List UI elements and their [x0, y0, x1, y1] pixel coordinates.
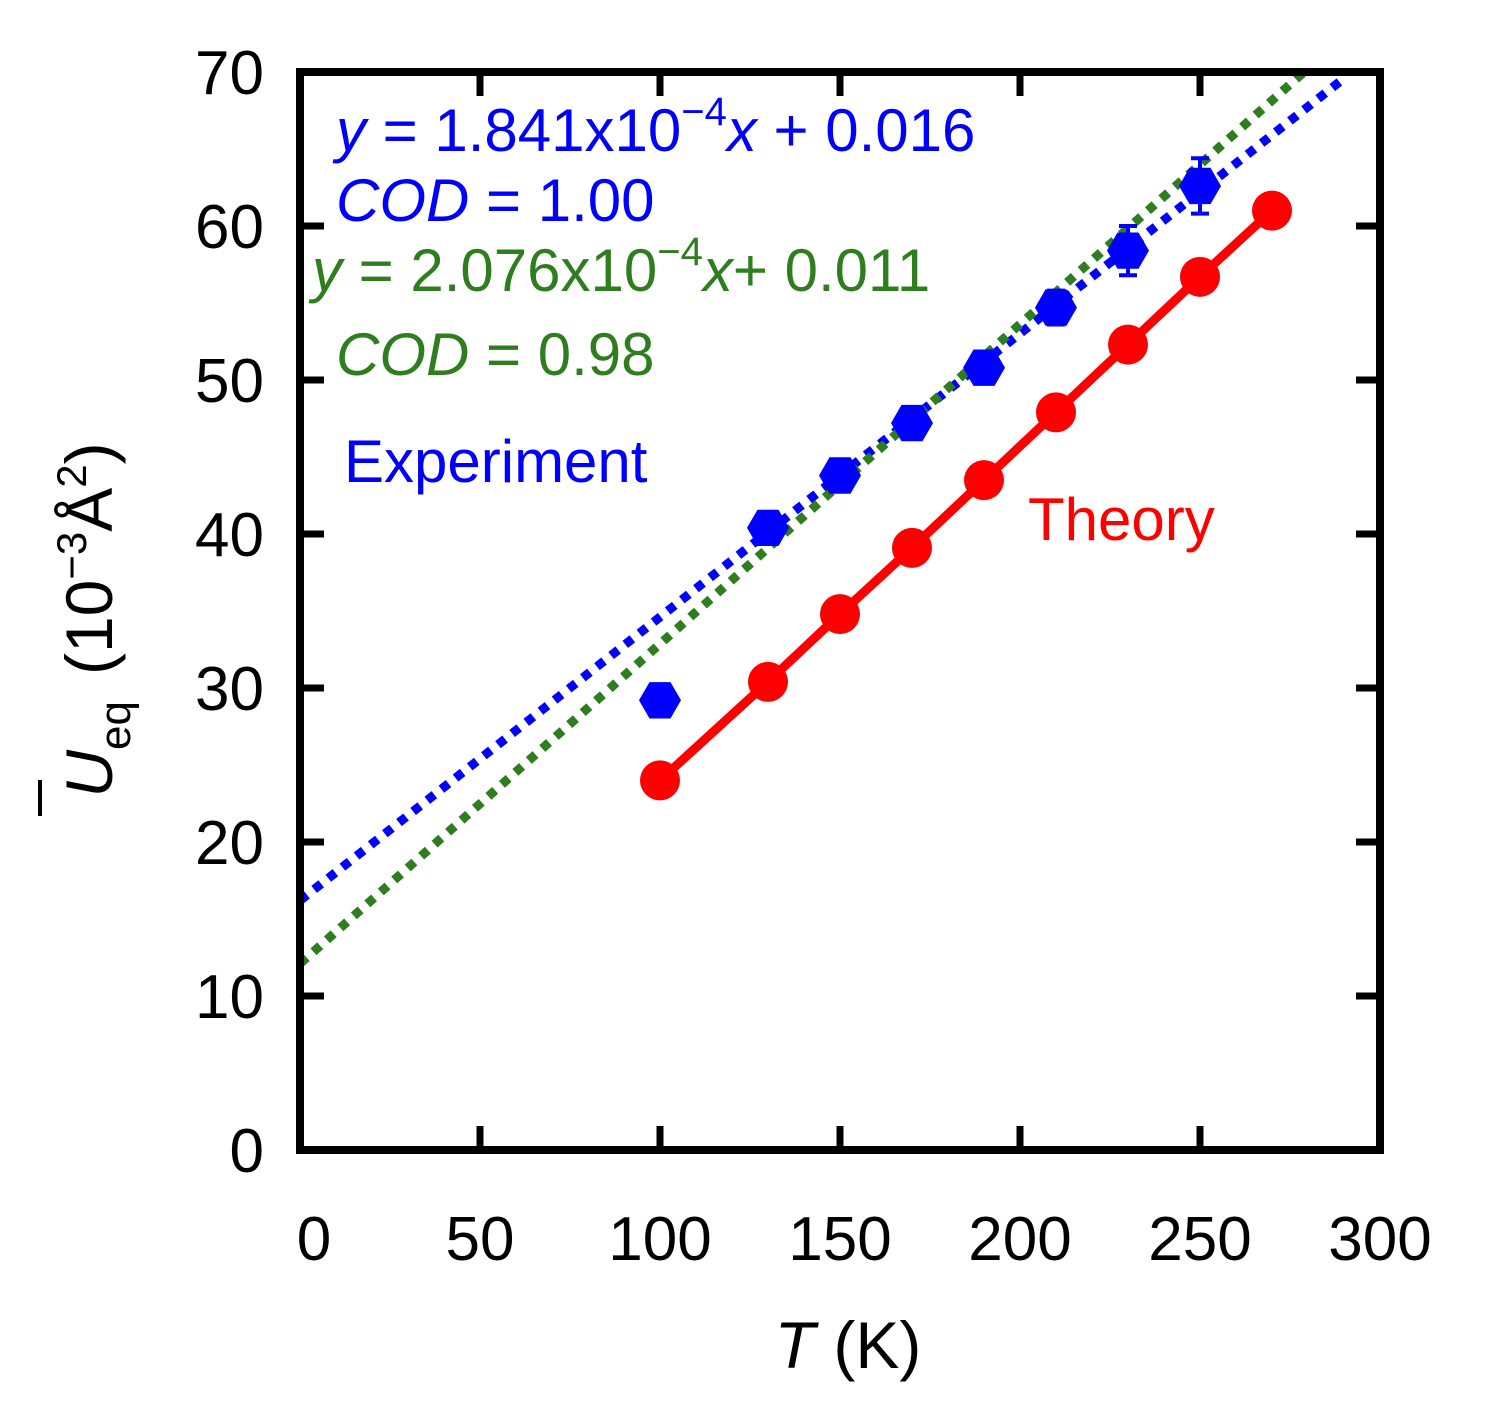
theory-point	[1108, 324, 1148, 365]
blue-fit-cod: COD = 1.00	[336, 167, 655, 234]
y-tick-label: 60	[195, 193, 264, 262]
x-axis-title: T (K)	[775, 1308, 922, 1382]
blue-eq-x: x	[724, 97, 759, 164]
experiment-point	[1107, 232, 1149, 269]
y-axis-exp2: 2	[48, 464, 95, 487]
y-tick-label: 70	[195, 39, 264, 108]
theory-point	[748, 661, 788, 702]
experiment-point	[819, 457, 861, 494]
blue-cod-label: COD	[336, 167, 469, 234]
theory-point	[964, 460, 1004, 501]
theory-label: Theory	[1028, 486, 1215, 553]
x-tick-label: 250	[1148, 1205, 1251, 1274]
x-tick-label: 200	[968, 1205, 1071, 1274]
x-tick-label: 50	[446, 1205, 515, 1274]
theory-point	[640, 760, 680, 801]
blue-eq-y: y	[332, 97, 370, 164]
green-fit-cod: COD = 0.98	[336, 321, 655, 388]
theory-series	[640, 190, 1292, 801]
experiment-point	[963, 349, 1005, 386]
y-tick-label: 50	[195, 347, 264, 416]
green-eq-exp: −4	[657, 230, 703, 274]
x-axis-unit: (K)	[815, 1308, 921, 1382]
theory-point	[892, 527, 932, 568]
y-tick-label: 40	[195, 501, 264, 570]
blue-eq-exp: −4	[681, 90, 727, 134]
experiment-label: Experiment	[344, 428, 648, 495]
x-tick-label: 100	[608, 1205, 711, 1274]
y-axis-exp: −3	[48, 532, 95, 580]
green-eq-rest: + 0.011	[733, 237, 930, 304]
experiment-point	[1035, 289, 1077, 326]
x-tick-label: 150	[788, 1205, 891, 1274]
x-tick-label: 300	[1328, 1205, 1431, 1274]
fit-lines	[300, 72, 1347, 968]
experiment-point	[639, 682, 681, 719]
tick-labels: 0 50 100 150 200 250 300 0 10 20 30 40 50 60 70	[195, 39, 1432, 1274]
y-tick-label: 30	[195, 655, 264, 724]
y-axis-title-group: Ueq (10−3Å2)	[38, 442, 140, 816]
green-eq-x: x	[700, 237, 735, 304]
y-tick-label: 20	[195, 809, 264, 878]
blue-fit-line	[300, 74, 1347, 905]
green-fit-equation: y = 2.076x10−4x+ 0.011	[308, 230, 930, 304]
y-axis-unit-end: Å	[52, 488, 126, 532]
x-tick-label: 0	[297, 1205, 331, 1274]
theory-point	[820, 594, 860, 635]
y-axis-symbol: U	[52, 750, 126, 798]
green-eq-y: y	[308, 237, 346, 304]
green-cod-value: = 0.98	[469, 321, 654, 388]
plot-frame	[296, 68, 1384, 1154]
experiment-series	[639, 156, 1221, 719]
theory-point	[1036, 392, 1076, 433]
experiment-point	[1179, 167, 1221, 205]
y-axis-unit: (10	[52, 580, 126, 675]
blue-cod-value: = 1.00	[469, 167, 654, 234]
y-axis-close: )	[52, 442, 126, 464]
green-eq-mid: = 2.076x10	[342, 237, 657, 304]
green-fit-line	[300, 72, 1311, 968]
experiment-point	[747, 509, 789, 546]
theory-point	[1252, 190, 1292, 231]
blue-eq-mid: = 1.841x10	[366, 97, 681, 164]
y-tick-label: 10	[195, 963, 264, 1032]
green-cod-label: COD	[336, 321, 469, 388]
y-tick-label: 0	[230, 1117, 264, 1186]
theory-point	[1180, 256, 1220, 297]
y-axis-subscript: eq	[91, 701, 140, 750]
blue-fit-equation: y = 1.841x10−4x + 0.016	[332, 90, 975, 164]
experiment-point	[891, 404, 933, 442]
x-axis-var: T	[775, 1308, 820, 1382]
y-axis-title: Ueq (10−3Å2)	[48, 442, 140, 797]
blue-eq-rest: + 0.016	[757, 97, 976, 164]
